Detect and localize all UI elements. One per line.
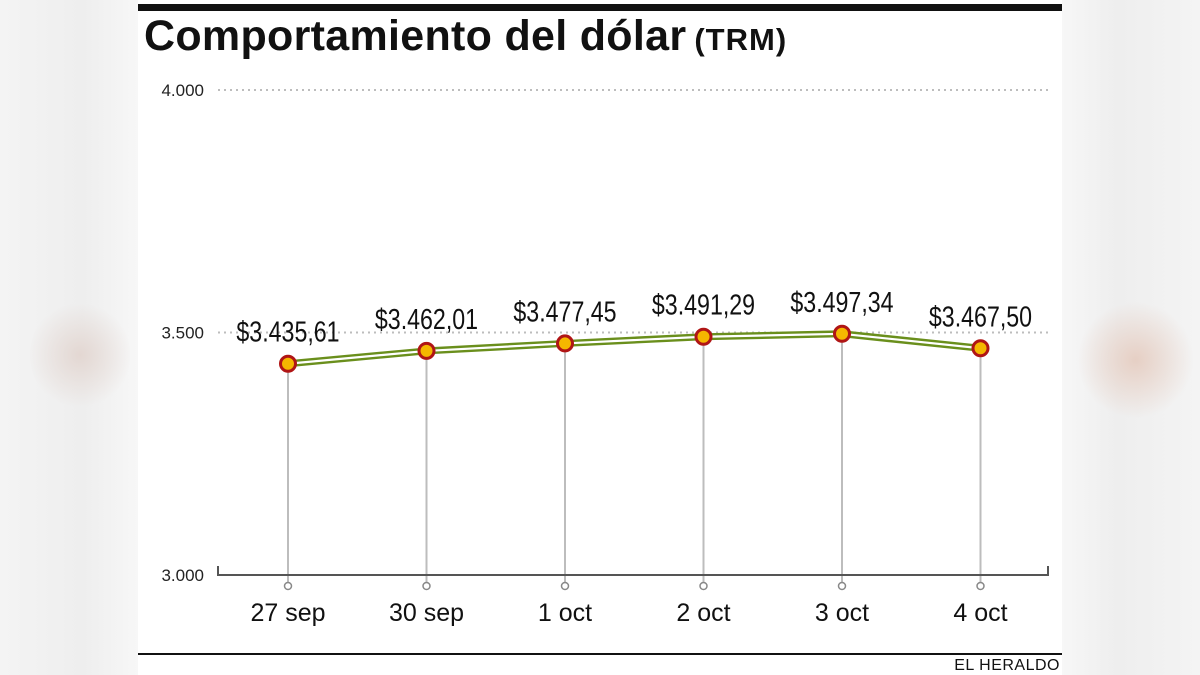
- data-label: $3.462,01: [375, 302, 478, 335]
- x-tick-marker: [976, 581, 985, 591]
- line-chart: 3.000 3.500 4.000 27 sep 30 sep 1 oct 2 oct 3 …: [161, 81, 1050, 627]
- x-tick-marker: [560, 581, 570, 591]
- chart-title-main: Comportamiento del dólar: [144, 12, 687, 60]
- x-tick-label: 3 oct: [815, 599, 869, 627]
- x-tick-marker: [283, 581, 293, 591]
- x-axis: [217, 566, 1049, 591]
- data-label: $3.497,34: [790, 285, 893, 318]
- data-label: $3.477,45: [513, 295, 616, 328]
- x-tick-label: 4 oct: [953, 599, 1007, 627]
- data-label: $3.467,50: [929, 300, 1032, 333]
- x-axis-line: [217, 566, 1049, 576]
- data-labels: $3.435,61 $3.462,01 $3.477,45 $3.491,29 $3.4…: [236, 285, 1032, 348]
- data-point: [833, 324, 851, 343]
- data-point: [556, 334, 574, 353]
- series-line: [287, 330, 981, 368]
- x-tick-label: 1 oct: [538, 599, 592, 627]
- chart-title: Comportamiento del dólar (TRM): [144, 12, 787, 61]
- top-rule: [138, 4, 1062, 11]
- data-label: $3.491,29: [652, 288, 755, 321]
- x-tick-labels: 27 sep 30 sep 1 oct 2 oct 3 oct 4 oct: [250, 599, 1007, 627]
- x-tick-marker: [837, 581, 847, 591]
- infographic-card: Comportamiento del dólar (TRM) 3.000 3.500…: [138, 0, 1062, 675]
- x-tick-marker: [699, 581, 708, 591]
- chart-title-suffix: (TRM): [694, 22, 788, 57]
- data-label: $3.435,61: [236, 315, 339, 348]
- y-tick-label: 4.000: [161, 81, 204, 100]
- grid-layer: [218, 89, 1050, 334]
- source-credit: EL HERALDO: [954, 657, 1060, 674]
- data-point: [417, 341, 436, 360]
- data-point: [279, 354, 297, 373]
- series-line-inner: [287, 332, 981, 365]
- y-tick-label: 3.500: [161, 324, 204, 343]
- background-blur: [30, 300, 130, 410]
- data-point: [971, 339, 990, 358]
- data-point: [694, 327, 713, 346]
- bottom-rule: [138, 653, 1062, 655]
- x-tick-label: 2 oct: [676, 599, 730, 627]
- y-tick-labels: 3.000 3.500 4.000: [161, 81, 204, 585]
- y-tick-label: 3.000: [161, 566, 204, 585]
- background-blur: [1078, 300, 1193, 420]
- x-tick-label: 30 sep: [389, 599, 464, 627]
- data-markers: [279, 324, 990, 373]
- drop-lines: [287, 333, 982, 582]
- x-tick-label: 27 sep: [250, 599, 325, 627]
- x-tick-marker: [422, 581, 431, 591]
